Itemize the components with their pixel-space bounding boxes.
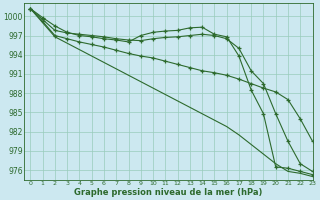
X-axis label: Graphe pression niveau de la mer (hPa): Graphe pression niveau de la mer (hPa): [74, 188, 263, 197]
